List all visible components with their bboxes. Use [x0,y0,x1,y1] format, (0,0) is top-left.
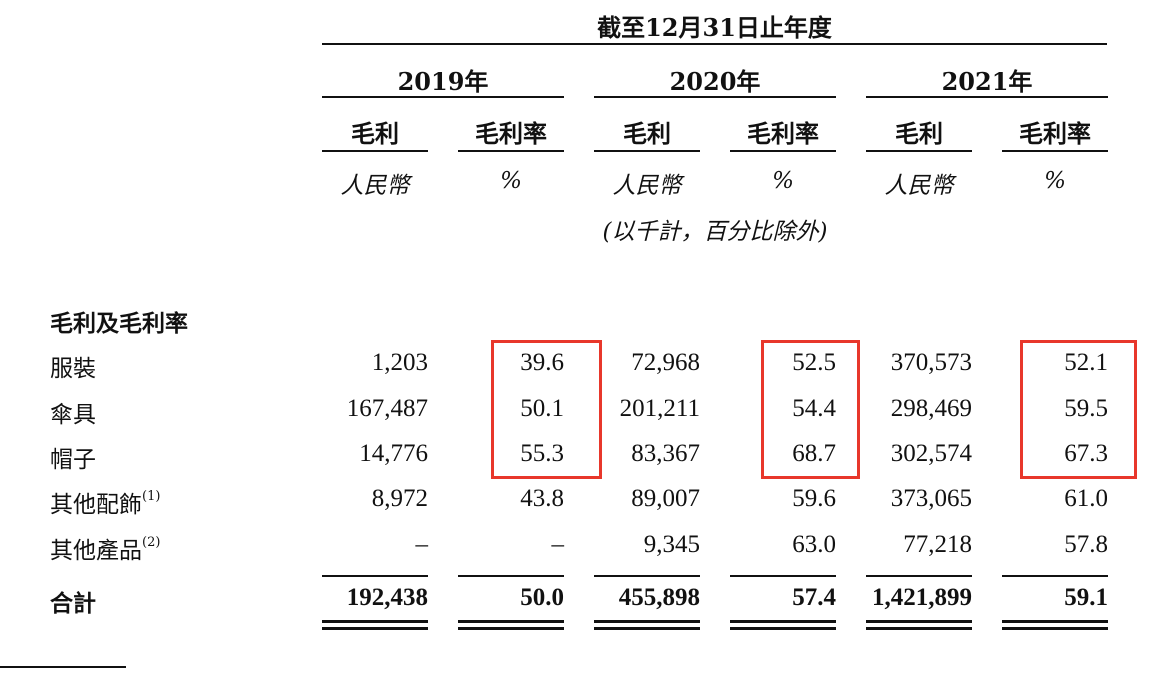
total-top-rule [594,575,700,577]
subcol-rule [1002,150,1108,152]
table-cell: 14,776 [359,440,428,467]
table-cell: 39.6 [520,349,564,376]
unit-currency-2019: 人民幣 [340,173,410,199]
table-cell: 57.8 [1064,531,1108,558]
total-double-rule [322,620,428,630]
unit-currency-2020: 人民幣 [612,173,682,199]
total-double-rule [866,620,972,630]
unit-currency-2021: 人民幣 [884,173,954,199]
table-cell: 61.0 [1064,485,1108,512]
unit-note: (以千計，百分比除外) [602,219,828,245]
table-cell: 63.0 [792,531,836,558]
unit-percent-2019: % [500,168,522,194]
total-value: 59.1 [1064,584,1108,611]
year-2019-rule [322,96,564,98]
row-label-text: 帽子 [50,447,96,473]
table-cell: 55.3 [520,440,564,467]
year-2021-header: 2021年 [941,67,1033,96]
table-cell: 59.6 [792,485,836,512]
subcol-rule [866,150,972,152]
total-value: 1,421,899 [872,584,972,611]
table-cell: 8,972 [371,485,428,512]
footnote-marker: (2) [142,535,161,550]
total-label: 合計 [50,590,96,617]
total-top-rule [1002,575,1108,577]
year-2021-rule [866,96,1108,98]
total-double-rule [1002,620,1108,630]
highlight-box-2019-margin [491,340,602,479]
year-2020-rule [594,96,836,98]
table-cell: 50.1 [520,395,564,422]
unit-percent-2020: % [772,168,794,194]
table-cell: 201,211 [619,395,700,422]
row-label: 傘具 [50,395,96,429]
table-cell: 302,574 [890,440,972,467]
total-top-rule [866,575,972,577]
subcol-rule [458,150,564,152]
table-cell: – [551,531,565,558]
year-2019-header: 2019年 [397,67,489,96]
table-cell: 52.1 [1064,349,1108,376]
row-label-text: 其他配飾 [50,492,142,518]
footnote-marker: (1) [142,489,161,504]
table-cell: 1,203 [371,349,428,376]
col-gross-profit-2021: 毛利 [895,119,943,148]
subcol-rule [594,150,700,152]
total-double-rule [458,620,564,630]
footnote-separator [0,666,126,668]
row-label: 其他配飾(1) [50,485,160,519]
table-cell: 370,573 [890,349,972,376]
col-margin-2020: 毛利率 [747,119,819,148]
table-cell: 298,469 [890,395,972,422]
table-cell: 59.5 [1064,395,1108,422]
subcol-rule [730,150,836,152]
row-label-text: 服裝 [50,356,96,382]
table-cell: 43.8 [520,485,564,512]
row-label-text: 其他產品 [50,538,142,564]
year-2020-header: 2020年 [669,67,761,96]
table-cell: 373,065 [890,485,972,512]
row-label: 其他產品(2) [50,531,160,565]
total-double-rule [594,620,700,630]
col-margin-2021: 毛利率 [1019,119,1091,148]
total-double-rule [730,620,836,630]
table-cell: 167,487 [346,395,428,422]
highlight-box-2021-margin [1020,340,1137,479]
total-top-rule [730,575,836,577]
period-title-rule [322,43,1107,45]
col-margin-2019: 毛利率 [475,119,547,148]
row-label: 帽子 [50,440,96,474]
highlight-box-2020-margin [761,340,860,479]
table-cell: 72,968 [631,349,700,376]
col-gross-profit-2019: 毛利 [351,119,399,148]
table-cell: 54.4 [792,395,836,422]
period-title: 截至12月31日止年度 [597,13,832,42]
total-value: 192,438 [346,584,428,611]
table-cell: 67.3 [1064,440,1108,467]
table-cell: 83,367 [631,440,700,467]
subcol-rule [322,150,428,152]
table-cell: 77,218 [903,531,972,558]
total-value: 455,898 [618,584,700,611]
unit-percent-2021: % [1044,168,1066,194]
total-top-rule [322,575,428,577]
col-gross-profit-2020: 毛利 [623,119,671,148]
table-cell: 52.5 [792,349,836,376]
table-cell: 89,007 [631,485,700,512]
section-title: 毛利及毛利率 [50,310,188,337]
total-value: 50.0 [520,584,564,611]
row-label-text: 傘具 [50,402,96,428]
row-label: 服裝 [50,349,96,383]
table-cell: 68.7 [792,440,836,467]
table-cell: 9,345 [643,531,700,558]
total-top-rule [458,575,564,577]
total-value: 57.4 [792,584,836,611]
table-cell: – [415,531,429,558]
